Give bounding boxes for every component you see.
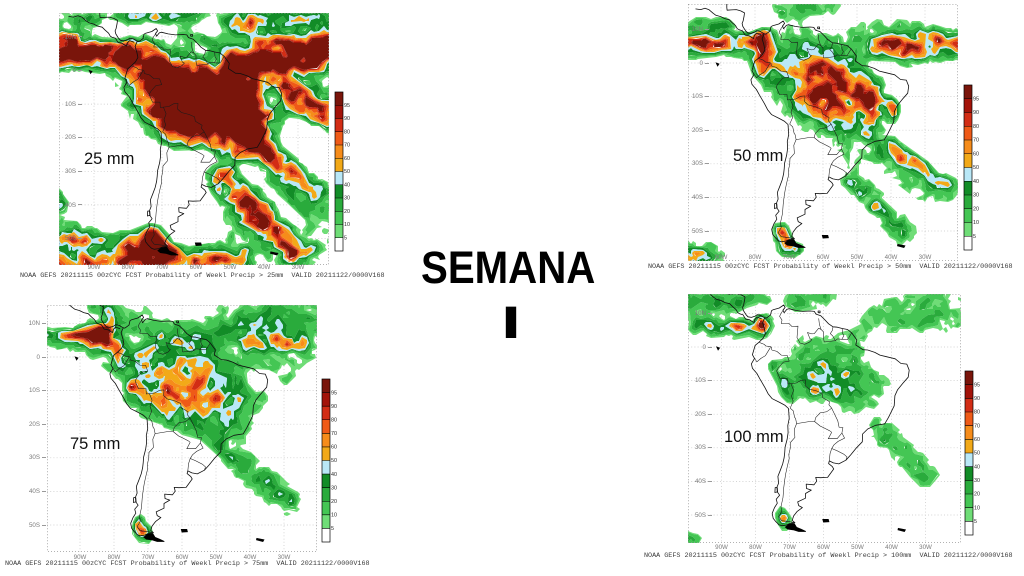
svg-text:50: 50 [973,165,979,171]
svg-text:30: 30 [974,478,980,484]
svg-text:70: 70 [973,138,979,144]
svg-text:70: 70 [331,431,337,437]
svg-text:95: 95 [331,390,337,396]
svg-text:20: 20 [331,499,337,505]
svg-text:20: 20 [974,492,980,498]
svg-text:40: 40 [973,179,979,185]
svg-text:70: 70 [344,143,350,149]
svg-text:30: 30 [344,196,350,202]
svg-text:95: 95 [974,382,980,388]
svg-text:60: 60 [344,156,350,162]
svg-text:80: 80 [331,417,337,423]
svg-text:40: 40 [331,472,337,478]
svg-text:20: 20 [973,206,979,212]
svg-text:40: 40 [344,182,350,188]
svg-text:70: 70 [974,423,980,429]
svg-text:50: 50 [344,169,350,175]
svg-text:10: 10 [974,505,980,511]
svg-text:60: 60 [331,445,337,451]
svg-text:60: 60 [973,151,979,157]
svg-text:80: 80 [973,124,979,130]
svg-text:5: 5 [344,235,347,241]
svg-text:50: 50 [974,451,980,457]
svg-text:20: 20 [344,209,350,215]
svg-text:40: 40 [974,464,980,470]
svg-text:10: 10 [973,220,979,226]
svg-text:10: 10 [344,222,350,228]
svg-text:5: 5 [973,234,976,240]
svg-text:90: 90 [344,116,350,122]
svg-text:90: 90 [331,404,337,410]
svg-text:95: 95 [344,103,350,109]
svg-text:5: 5 [331,526,334,532]
svg-text:30: 30 [331,485,337,491]
svg-text:50: 50 [331,458,337,464]
svg-text:90: 90 [974,396,980,402]
svg-text:10: 10 [331,513,337,519]
svg-text:80: 80 [974,410,980,416]
svg-text:80: 80 [344,129,350,135]
svg-text:95: 95 [973,96,979,102]
svg-text:30: 30 [973,193,979,199]
svg-text:5: 5 [974,519,977,525]
svg-text:60: 60 [974,437,980,443]
svg-text:90: 90 [973,110,979,116]
